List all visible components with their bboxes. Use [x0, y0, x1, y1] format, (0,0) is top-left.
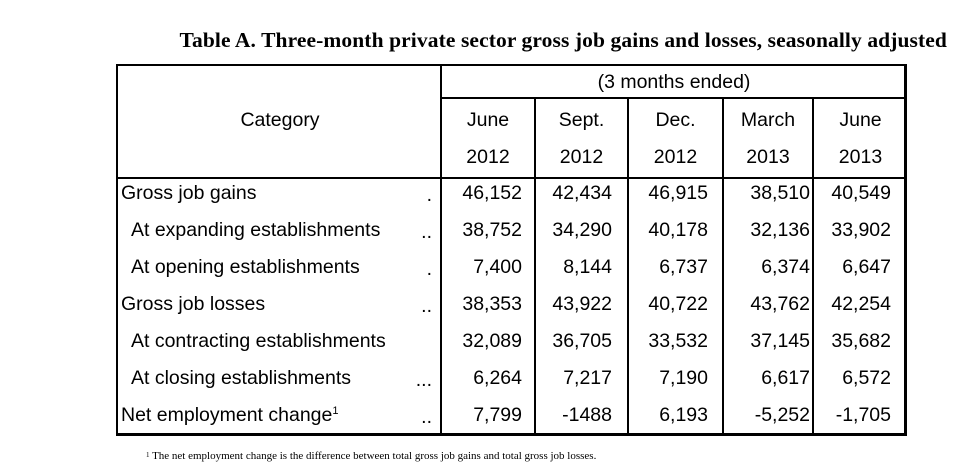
leader-dots: . — [426, 258, 432, 280]
value-cell: 7,400 — [473, 256, 522, 278]
period-month-header: Dec. — [655, 109, 696, 131]
value-cell: 38,752 — [462, 219, 522, 241]
value-cell: 6,647 — [842, 256, 891, 278]
period-year-header: 2013 — [838, 146, 883, 168]
body-rule — [118, 177, 907, 179]
value-cell: 32,089 — [462, 330, 522, 352]
span-header: (3 months ended) — [597, 71, 751, 93]
value-cell: 33,532 — [648, 330, 708, 352]
value-cell: 38,510 — [750, 182, 810, 204]
value-cell: 46,152 — [462, 182, 522, 204]
row-label: At contracting establishments — [131, 330, 386, 352]
value-cell: 40,178 — [648, 219, 708, 241]
leader-dots: ... — [415, 369, 432, 391]
value-cell: -1,705 — [835, 404, 891, 426]
value-cell: 6,617 — [761, 367, 810, 389]
row-label-text: At contracting establishments — [131, 330, 386, 352]
period-year-header: 2013 — [746, 146, 790, 168]
col-divider-2 — [627, 97, 629, 435]
period-year-header: 2012 — [559, 146, 604, 168]
period-year-header: 2012 — [653, 146, 698, 168]
value-cell: 6,737 — [659, 256, 708, 278]
value-cell: 42,434 — [552, 182, 612, 204]
value-cell: 38,353 — [462, 293, 522, 315]
value-cell: 46,915 — [648, 182, 708, 204]
row-label: Net employment change1 — [121, 404, 339, 429]
value-cell: 6,572 — [842, 367, 891, 389]
row-label-text: Net employment change — [121, 404, 333, 426]
header-rule — [442, 97, 907, 99]
value-cell: 43,762 — [750, 293, 810, 315]
value-cell: 7,190 — [659, 367, 708, 389]
value-cell: 8,144 — [563, 256, 612, 278]
col-divider-1 — [534, 97, 536, 435]
period-month-header: March — [740, 109, 796, 131]
footnote-text: The net employment change is the differe… — [152, 450, 597, 462]
row-label: At closing establishments — [131, 367, 351, 389]
row-label-text: At closing establishments — [131, 367, 352, 389]
row-label-text: At opening establishments — [131, 256, 360, 278]
value-cell: 36,705 — [552, 330, 612, 352]
value-cell: 42,254 — [831, 293, 891, 315]
row-label: Gross job gains — [121, 182, 256, 204]
row-label-text: Gross job gains — [121, 182, 257, 204]
value-cell: 7,799 — [473, 404, 522, 426]
footnote-ref: 1 — [332, 405, 339, 417]
job-gains-losses-table: Category (3 months ended) June 2012 Sept. 2… — [116, 64, 907, 436]
value-cell: 35,682 — [831, 330, 891, 352]
value-cell: 6,193 — [659, 404, 708, 426]
row-label: At expanding establishments — [131, 219, 380, 241]
value-cell: 32,136 — [750, 219, 810, 241]
value-cell: 6,264 — [473, 367, 522, 389]
value-cell: 43,922 — [552, 293, 612, 315]
leader-dots: .. — [421, 221, 432, 243]
leader-dots: . — [426, 184, 432, 206]
table-title: Table A. Three-month private sector gros… — [179, 28, 947, 52]
leader-dots: .. — [421, 295, 432, 317]
col-divider-4 — [812, 97, 814, 435]
value-cell: 7,217 — [563, 367, 612, 389]
period-month-header: June — [839, 109, 882, 131]
value-cell: 40,549 — [831, 182, 891, 204]
row-label: Gross job losses — [121, 293, 265, 315]
row-label-text: At expanding establishments — [131, 219, 381, 241]
row-label: At opening establishments — [131, 256, 360, 278]
period-year-header: 2012 — [466, 146, 510, 168]
value-cell: 37,145 — [750, 330, 810, 352]
value-cell: 6,374 — [761, 256, 810, 278]
footnote-marker: 1 — [146, 451, 150, 459]
value-cell: 33,902 — [831, 219, 891, 241]
row-label-text: Gross job losses — [121, 293, 266, 315]
value-cell: 40,722 — [648, 293, 708, 315]
period-month-header: June — [466, 109, 510, 131]
category-header: Category — [240, 109, 320, 131]
value-cell: -5,252 — [754, 404, 810, 426]
footnote: 1 The net employment change is the diffe… — [146, 450, 596, 462]
category-divider — [440, 66, 442, 435]
value-cell: 34,290 — [552, 219, 612, 241]
col-divider-3 — [722, 97, 724, 435]
period-month-header: Sept. — [558, 109, 605, 131]
leader-dots: .. — [421, 406, 432, 428]
value-cell: -1488 — [562, 404, 612, 426]
